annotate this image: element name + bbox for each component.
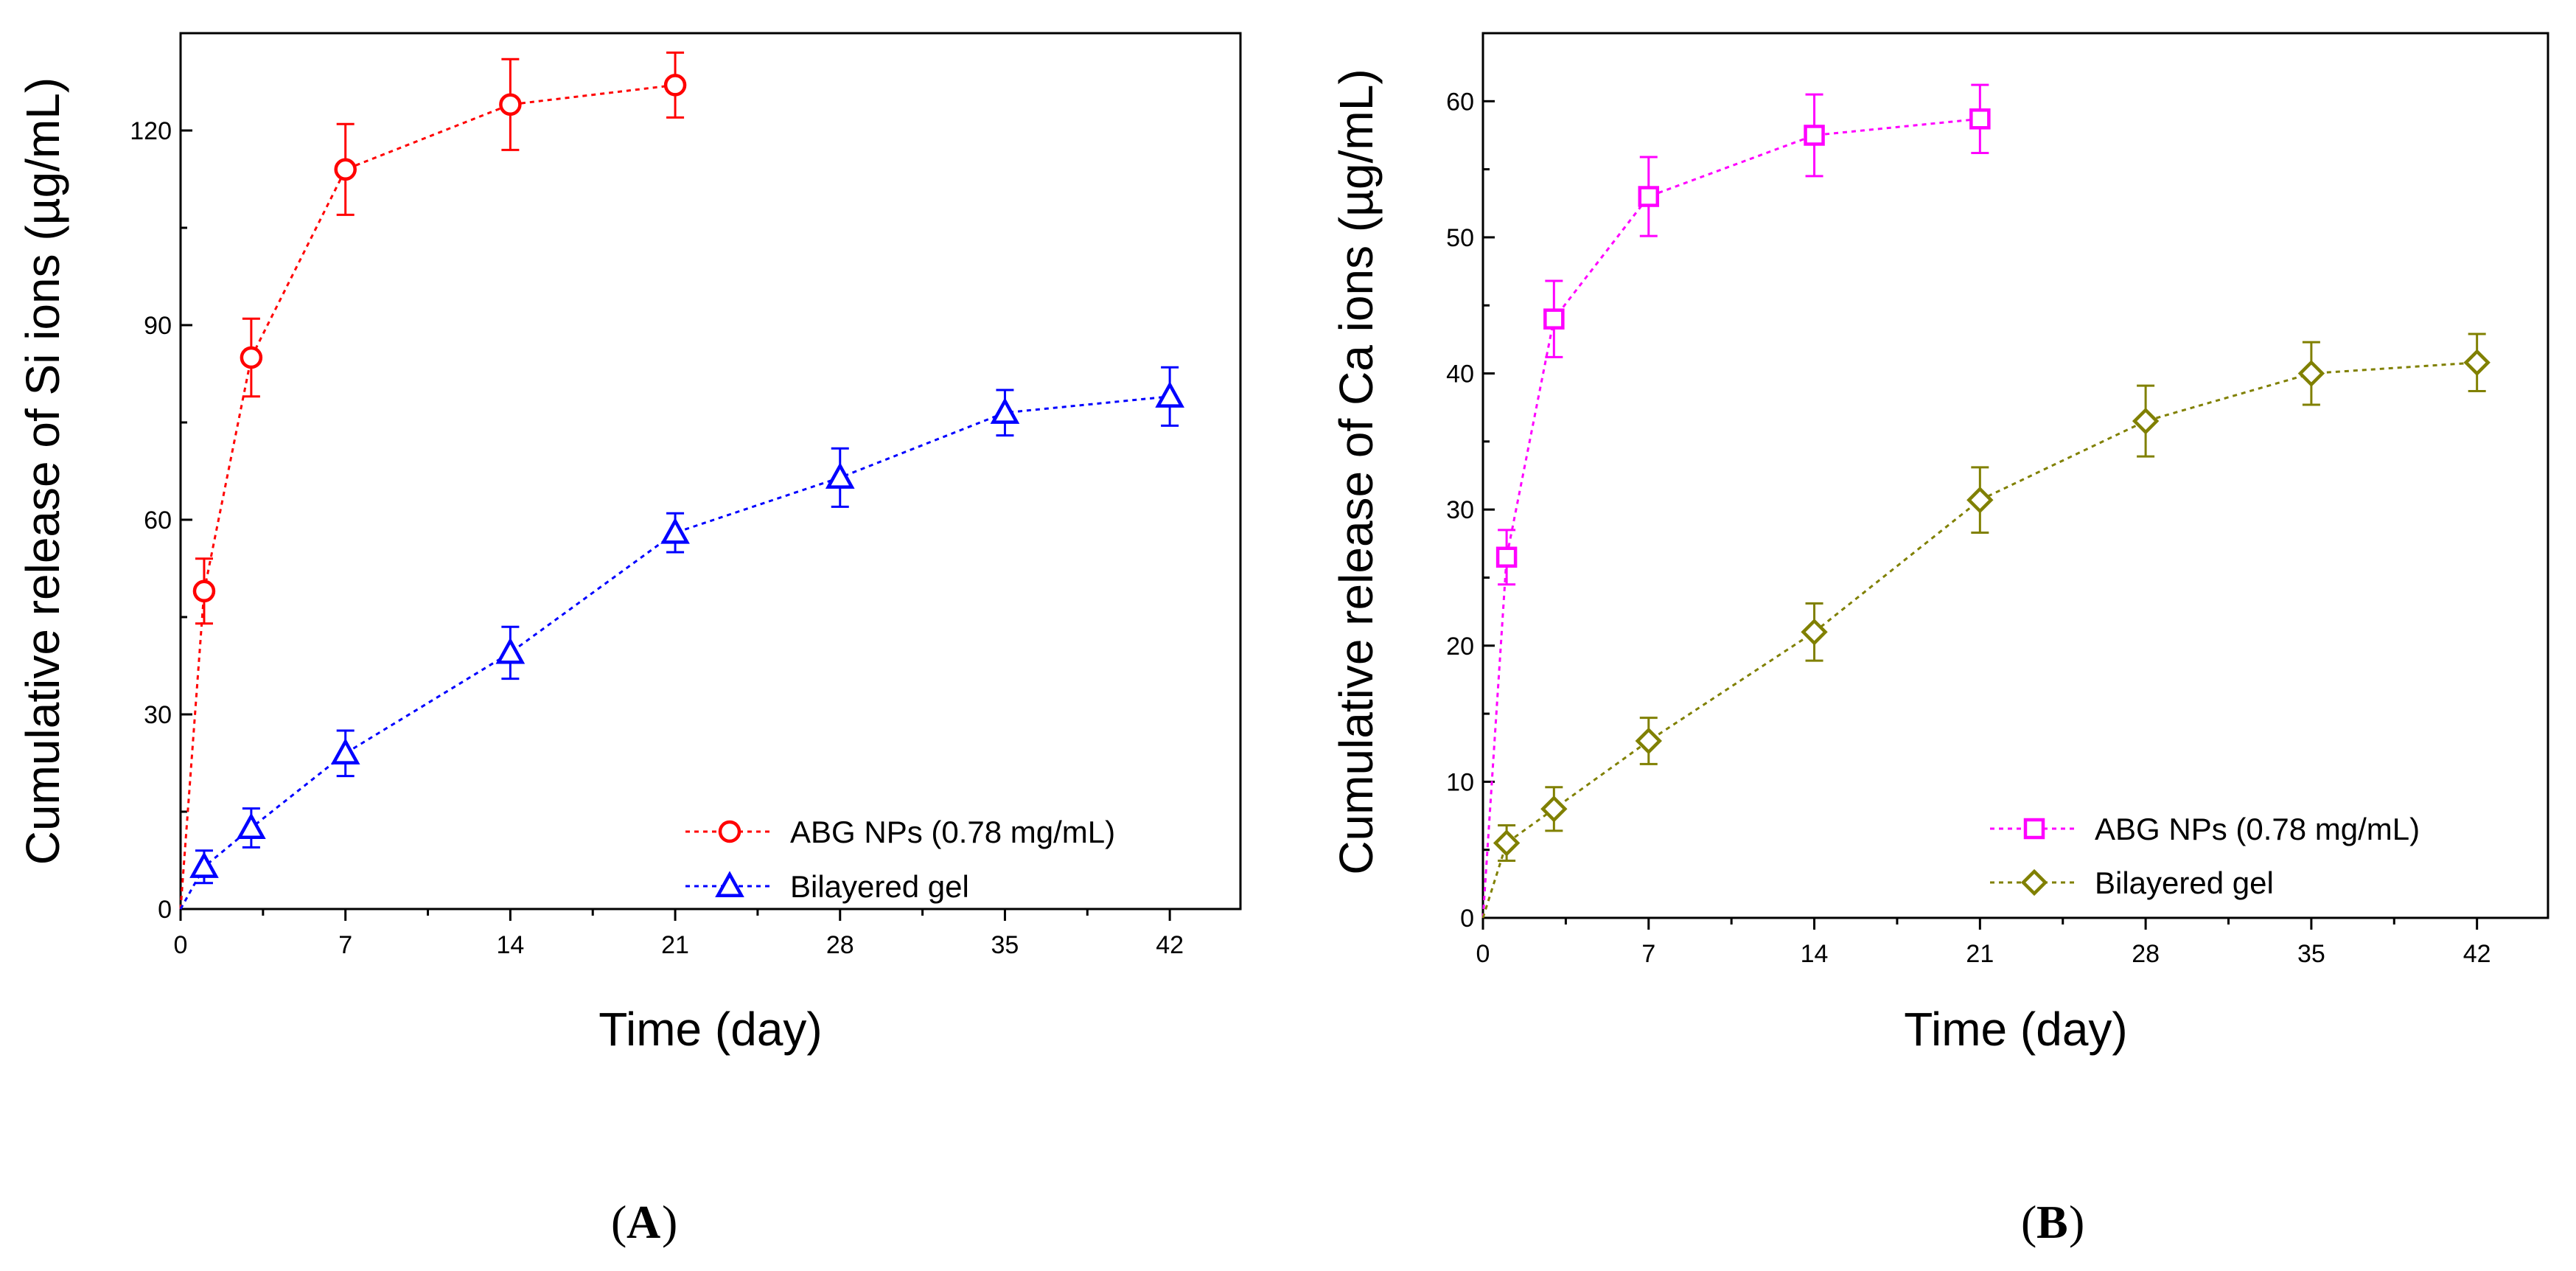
svg-text:(: ( (2021, 1196, 2036, 1248)
legend-item: Bilayered gel (1990, 866, 2274, 900)
y-tick-label: 60 (1446, 88, 1474, 116)
x-axis-title: Time (day) (598, 1003, 822, 1056)
data-point-marker (2132, 407, 2160, 435)
legend-item: ABG NPs (0.78 mg/mL) (1990, 812, 2420, 846)
y-tick-label: 30 (1446, 496, 1474, 524)
series-triangle (179, 366, 1184, 910)
x-axis-title: Time (day) (1904, 1003, 2127, 1056)
series-square (1481, 83, 1991, 919)
x-tick-label: 7 (338, 931, 352, 959)
y-axis-title: Cumulative release of Ca ions (µg/mL) (1330, 69, 1383, 874)
x-axis-ticks: 0 7 14 21 28 35 42 (1476, 918, 2491, 968)
x-tick-label: 21 (661, 931, 689, 959)
y-tick-label: 10 (1446, 768, 1474, 796)
legend-label: ABG NPs (0.78 mg/mL) (2095, 812, 2420, 846)
series-layer (179, 51, 1184, 910)
y-tick-label: 0 (1460, 905, 1474, 933)
data-point-marker (715, 871, 744, 898)
x-tick-label: 35 (2297, 940, 2325, 968)
legend-item: Bilayered gel (685, 869, 969, 904)
data-point-marker (237, 812, 266, 840)
svg-text:(: ( (611, 1196, 626, 1248)
series-diamond (1481, 332, 2491, 919)
x-tick-label: 14 (1801, 940, 1829, 968)
panel-label-a-letter: A (626, 1196, 660, 1248)
data-point-marker (2020, 868, 2048, 896)
y-tick-label: 0 (158, 896, 172, 924)
y-axis-title: Cumulative release of Si ions (µg/mL) (16, 77, 69, 865)
data-point-marker (1804, 125, 1825, 146)
data-point-marker (330, 738, 360, 765)
panel-label-b: ( B ) (2021, 1196, 2084, 1248)
svg-text:): ) (662, 1196, 677, 1248)
data-point-marker (1801, 619, 1828, 646)
data-point-marker (1543, 308, 1565, 330)
series-circle (179, 51, 687, 910)
series-line (179, 83, 676, 910)
legend: ABG NPs (0.78 mg/mL) Bilayered gel (1990, 812, 2420, 900)
y-tick-label: 30 (144, 701, 172, 729)
y-axis-ticks: 0 30 60 90 120 (130, 117, 192, 924)
y-tick-label: 20 (1446, 633, 1474, 661)
y-axis-ticks: 0 10 20 30 40 50 60 (1446, 88, 1495, 933)
x-tick-label: 42 (1156, 931, 1184, 959)
data-point-marker (1635, 727, 1662, 755)
data-point-marker (499, 93, 522, 116)
data-point-marker (718, 820, 741, 843)
data-point-marker (1493, 829, 1521, 857)
panel-label-a: ( A ) (611, 1196, 677, 1248)
y-tick-label: 120 (130, 117, 172, 145)
series-layer (1481, 83, 2491, 919)
y-tick-label: 50 (1446, 224, 1474, 252)
data-point-marker (1638, 186, 1660, 207)
chart-panel-b: 0 10 20 30 40 50 60 0 7 14 21 28 35 42 Cumulative re… (1330, 32, 2549, 1056)
data-point-marker (334, 158, 357, 181)
data-point-marker (1966, 487, 1994, 514)
chart-panel-a: 0 30 60 90 120 0 7 14 21 28 35 42 Cumulative relea… (16, 32, 1242, 1056)
legend-item: ABG NPs (0.78 mg/mL) (685, 815, 1115, 849)
x-tick-label: 28 (2132, 940, 2160, 968)
x-tick-label: 7 (1641, 940, 1655, 968)
data-point-marker (1495, 546, 1518, 568)
data-point-marker (2463, 349, 2491, 376)
y-tick-label: 40 (1446, 361, 1474, 389)
legend-label: Bilayered gel (2095, 866, 2274, 900)
data-point-marker (189, 852, 219, 878)
x-tick-label: 42 (2463, 940, 2491, 968)
x-tick-label: 21 (1966, 940, 1994, 968)
data-point-marker (1969, 108, 1991, 130)
plot-frame (179, 32, 1242, 910)
data-point-marker (663, 74, 687, 97)
data-point-marker (1540, 795, 1568, 823)
panel-label-b-letter: B (2036, 1196, 2068, 1248)
y-tick-label: 90 (144, 312, 172, 340)
x-tick-label: 28 (826, 931, 854, 959)
svg-text:): ) (2069, 1196, 2084, 1248)
legend-label: Bilayered gel (790, 869, 969, 904)
data-point-marker (1155, 381, 1184, 408)
legend-label: ABG NPs (0.78 mg/mL) (790, 815, 1115, 849)
data-point-marker (2023, 818, 2045, 840)
x-tick-label: 0 (1476, 940, 1490, 968)
data-point-marker (2297, 360, 2325, 387)
data-point-marker (495, 637, 526, 664)
x-tick-label: 14 (496, 931, 524, 959)
x-axis-ticks: 0 7 14 21 28 35 42 (174, 909, 1184, 959)
y-tick-label: 60 (144, 506, 172, 534)
data-point-marker (240, 346, 263, 369)
data-point-marker (825, 462, 855, 489)
x-tick-label: 0 (174, 931, 188, 959)
x-tick-label: 35 (991, 931, 1019, 959)
series-line (1481, 117, 1980, 919)
data-point-marker (660, 517, 690, 544)
data-point-marker (192, 579, 216, 603)
data-point-marker (990, 397, 1020, 424)
legend: ABG NPs (0.78 mg/mL) Bilayered gel (685, 815, 1115, 904)
plot-frame (1481, 32, 2549, 919)
